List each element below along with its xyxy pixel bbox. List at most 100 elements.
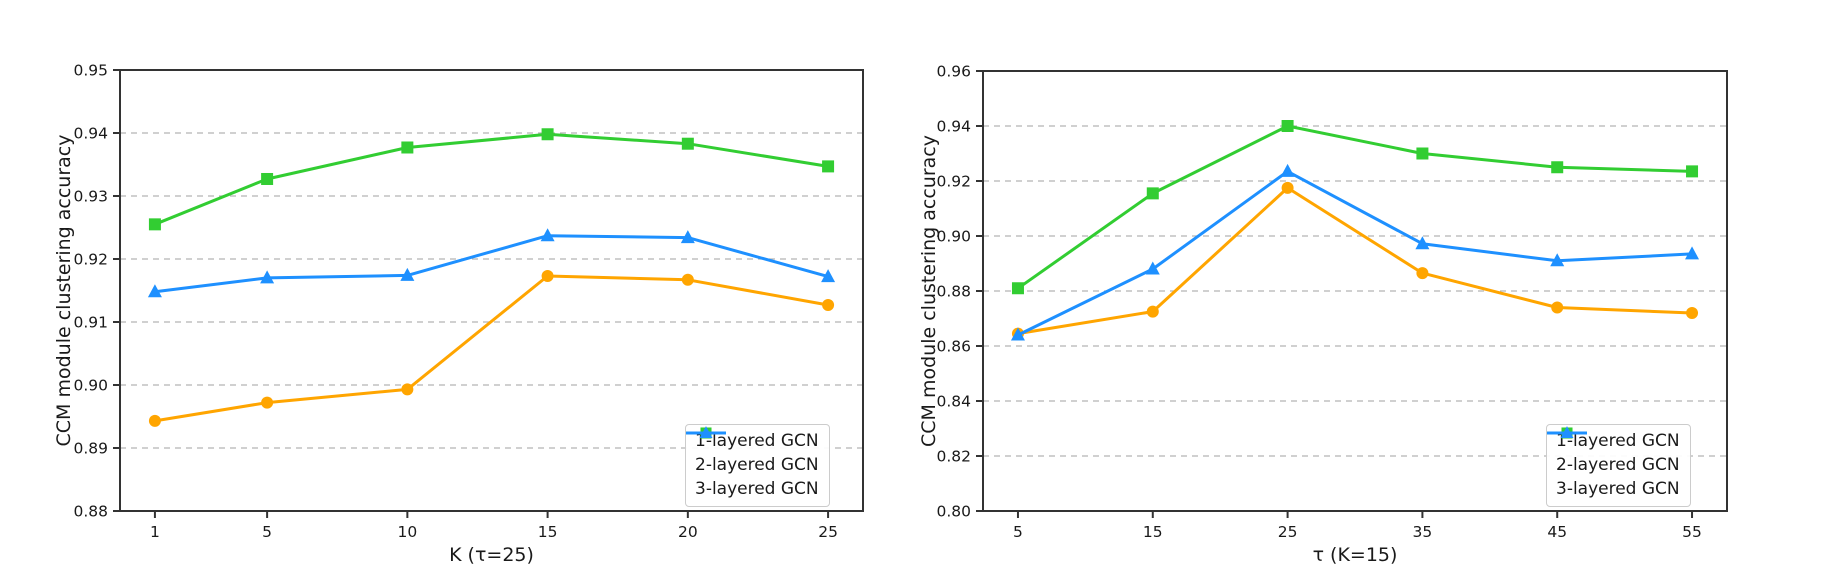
chart-canvas: 0.880.890.900.910.920.930.940.951 5 10 15 20… bbox=[53, 62, 864, 566]
series-line-2-layered-gcn bbox=[1016, 124, 1694, 290]
data-point-square bbox=[148, 218, 161, 231]
series-line-2-layered-gcn bbox=[153, 132, 830, 226]
legend-label: 2-layered GCN bbox=[695, 455, 819, 475]
data-point-square bbox=[1551, 161, 1564, 174]
legend-box: 1-layered GCN 2-layered GCN 3-layered GCN bbox=[685, 424, 830, 507]
data-point-circle bbox=[681, 273, 694, 286]
series-line-3-layered-gcn bbox=[1016, 169, 1694, 337]
data-point-square bbox=[541, 128, 554, 141]
data-point-circle bbox=[1686, 307, 1699, 319]
legend-box: 1-layered GCN 2-layered GCN 3-layered GCN bbox=[1546, 424, 1691, 507]
data-point-triangle bbox=[1010, 327, 1025, 341]
legend-label: 3-layered GCN bbox=[1556, 479, 1680, 499]
data-point-triangle bbox=[821, 269, 836, 283]
legend-swatch-triangle-icon bbox=[1547, 426, 1587, 439]
data-point-triangle bbox=[680, 230, 695, 244]
series-markers-1-layered-gcn bbox=[148, 270, 835, 427]
y-tick-label: 0.89 bbox=[73, 440, 108, 458]
x-tick-label: 10 bbox=[397, 523, 417, 541]
series-line-1-layered-gcn bbox=[153, 274, 830, 423]
legend-label: 1-layered GCN bbox=[695, 431, 819, 451]
data-point-square bbox=[1416, 147, 1429, 160]
data-point-circle bbox=[1551, 301, 1564, 314]
series-markers-3-layered-gcn bbox=[147, 228, 836, 298]
y-tick-label: 0.80 bbox=[936, 503, 971, 521]
y-tick-label: 0.94 bbox=[936, 118, 971, 136]
data-point-triangle bbox=[147, 284, 162, 298]
series-markers-2-layered-gcn bbox=[1011, 120, 1699, 295]
legend-swatch-triangle-icon bbox=[686, 426, 726, 439]
data-point-square bbox=[1146, 187, 1159, 200]
legend-label: 3-layered GCN bbox=[695, 479, 819, 499]
legend-item-2-layered-gcn: 2-layered GCN bbox=[686, 427, 819, 477]
data-point-circle bbox=[401, 383, 414, 396]
legend-item-2-layered-gcn: 2-layered GCN bbox=[1547, 427, 1680, 477]
data-point-square bbox=[681, 137, 694, 150]
x-tick-label: 15 bbox=[1143, 523, 1163, 541]
x-tick-label: 25 bbox=[1278, 523, 1298, 541]
x-tick-label: 1 bbox=[150, 523, 160, 541]
x-tick-label: 15 bbox=[538, 523, 558, 541]
data-point-triangle bbox=[1145, 261, 1160, 275]
data-point-square bbox=[261, 172, 274, 185]
x-axis-label: K (τ=25) bbox=[449, 544, 534, 566]
data-point-square bbox=[401, 141, 414, 154]
y-axis-label: CCM module clustering accuracy bbox=[53, 135, 75, 447]
x-tick-label: 5 bbox=[262, 523, 272, 541]
series-markers-1-layered-gcn bbox=[1011, 181, 1699, 340]
series-markers-3-layered-gcn bbox=[1010, 163, 1700, 341]
chart-canvas: 0.80 0.82 0.84 0.86 0.88 0.90 0.92 0.94 0.96 5 15 2… bbox=[918, 63, 1728, 566]
data-point-triangle bbox=[699, 426, 713, 439]
axis-spines bbox=[119, 69, 864, 512]
legend-item-3-layered-gcn: 3-layered GCN bbox=[1547, 426, 1680, 501]
y-axis-label: CCM module clustering accuracy bbox=[918, 135, 940, 447]
y-tick-label: 0.94 bbox=[73, 125, 108, 143]
x-tick-label: 25 bbox=[818, 523, 838, 541]
x-tick-label: 35 bbox=[1413, 523, 1433, 541]
y-tick-label: 0.84 bbox=[936, 393, 971, 411]
data-point-circle bbox=[1416, 267, 1429, 280]
y-tick-label: 0.86 bbox=[936, 338, 971, 356]
data-point-circle bbox=[261, 396, 274, 409]
data-point-triangle bbox=[400, 267, 415, 281]
y-tick-label: 0.90 bbox=[936, 228, 971, 246]
data-point-triangle bbox=[1685, 246, 1700, 260]
data-point-triangle bbox=[1560, 426, 1574, 439]
data-point-circle bbox=[1146, 305, 1159, 318]
data-point-circle bbox=[148, 414, 161, 427]
left-chart-k-sweep: 0.88 0.89 0.90 0.91 0.92 0.93 0.94 0.95 1 5 10 15 20… bbox=[53, 62, 864, 566]
data-point-circle bbox=[822, 298, 835, 311]
y-tick-label: 0.93 bbox=[73, 188, 108, 206]
y-tick-label: 0.82 bbox=[936, 448, 971, 466]
data-point-triangle bbox=[1415, 236, 1430, 250]
x-tick-label: 45 bbox=[1547, 523, 1567, 541]
legend-item-3-layered-gcn: 3-layered GCN bbox=[686, 426, 819, 501]
y-tick-label: 0.88 bbox=[936, 283, 971, 301]
legend-label: 1-layered GCN bbox=[1556, 431, 1680, 451]
y-tick-label: 0.91 bbox=[73, 314, 108, 332]
x-axis-label: τ (K=15) bbox=[1313, 544, 1398, 566]
y-tick-label: 0.88 bbox=[73, 503, 108, 521]
data-point-circle bbox=[1281, 181, 1294, 194]
y-tick-label: 0.92 bbox=[73, 251, 108, 269]
y-tick-label: 0.90 bbox=[73, 377, 108, 395]
series-markers-2-layered-gcn bbox=[148, 128, 835, 231]
data-point-square bbox=[1281, 120, 1294, 132]
x-tick-label: 55 bbox=[1682, 523, 1702, 541]
series-line-1-layered-gcn bbox=[1016, 186, 1694, 336]
data-point-square bbox=[1011, 282, 1024, 295]
right-chart-tau-sweep: 0.80 0.82 0.84 0.86 0.88 0.90 0.92 0.94 0.96 5 15 2… bbox=[913, 0, 1826, 576]
data-point-triangle bbox=[1550, 253, 1565, 267]
legend-label: 2-layered GCN bbox=[1556, 455, 1680, 475]
x-tick-label: 5 bbox=[1013, 523, 1023, 541]
data-point-square bbox=[1686, 165, 1699, 178]
y-tick-label: 0.96 bbox=[936, 63, 971, 81]
y-tick-label: 0.95 bbox=[73, 62, 108, 80]
data-point-triangle bbox=[540, 228, 555, 242]
data-point-square bbox=[822, 160, 835, 173]
data-point-triangle bbox=[1280, 163, 1295, 177]
data-point-circle bbox=[541, 270, 554, 283]
series-line-3-layered-gcn bbox=[153, 234, 830, 294]
y-tick-label: 0.92 bbox=[936, 173, 971, 191]
